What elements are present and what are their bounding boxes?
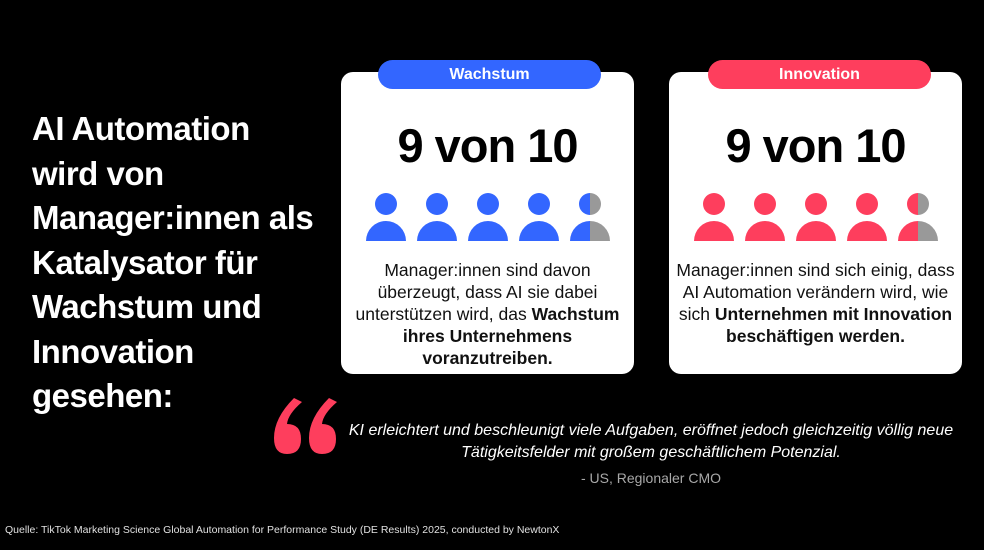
desc-plain: Manager:innen sind davon überzeugt, dass…	[355, 260, 598, 324]
person-half-icon	[897, 193, 938, 241]
desc-plain: Manager:innen sind sich einig, dass AI A…	[676, 260, 955, 324]
person-icon	[467, 193, 508, 241]
person-icon	[416, 193, 457, 241]
pill-innovation: Innovation	[708, 60, 931, 89]
card-description: Manager:innen sind davon überzeugt, dass…	[347, 259, 628, 369]
person-half-icon	[569, 193, 610, 241]
people-icons	[669, 193, 962, 241]
person-icon	[365, 193, 406, 241]
stat-value: 9 von 10	[397, 119, 578, 172]
desc-bold: Unternehmen mit Innovation beschäftigen …	[714, 304, 953, 346]
card-innovation: 9 von 10 Manager:innen sind sich einig, …	[669, 72, 962, 374]
quote-author: - US, Regionaler CMO	[580, 470, 722, 486]
person-icon	[795, 193, 836, 241]
card-description: Manager:innen sind sich einig, dass AI A…	[675, 259, 956, 347]
person-icon	[518, 193, 559, 241]
pill-wachstum: Wachstum	[378, 60, 601, 89]
person-icon	[846, 193, 887, 241]
person-icon	[744, 193, 785, 241]
source-footnote: Quelle: TikTok Marketing Science Global …	[5, 524, 560, 536]
people-icons	[341, 193, 634, 241]
stat-value: 9 von 10	[725, 119, 906, 172]
card-wachstum: 9 von 10 Manager:innen sind davon überze…	[341, 72, 634, 374]
headline: AI Automation wird von Manager:innen als…	[32, 110, 314, 414]
desc-bold: Wachstum ihres Unternehmens voranzutreib…	[402, 304, 620, 368]
quote-text: KI erleichtert und beschleunigt viele Au…	[348, 422, 954, 461]
person-icon	[693, 193, 734, 241]
quote-icon	[274, 398, 337, 454]
